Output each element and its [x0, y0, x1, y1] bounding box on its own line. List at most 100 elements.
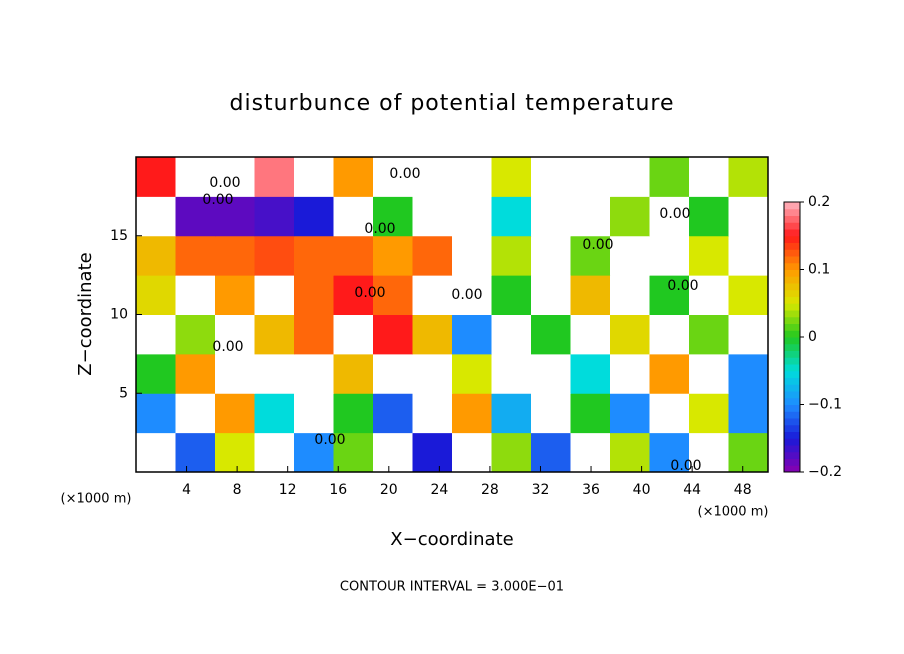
heat-cell	[452, 196, 492, 237]
heat-cell	[728, 235, 769, 276]
heat-cell	[531, 393, 571, 434]
colorbar-swatch	[784, 215, 800, 223]
heat-cell	[412, 157, 453, 197]
heat-cell	[373, 314, 413, 355]
heat-cell	[531, 314, 571, 355]
heat-cell	[294, 353, 334, 394]
heat-cell	[373, 157, 413, 197]
heat-cell	[254, 353, 295, 394]
heat-cell	[491, 393, 532, 434]
heat-cell	[175, 432, 216, 473]
x-tick-label: 32	[532, 482, 550, 498]
heat-cell	[689, 393, 729, 434]
heat-cell	[412, 314, 453, 355]
heat-cell	[570, 432, 611, 473]
colorbar-swatch	[784, 404, 800, 412]
heat-cell	[215, 432, 255, 473]
heat-cell	[531, 157, 571, 197]
heat-cell	[531, 235, 571, 276]
x-unit-right: (×1000 m)	[698, 505, 769, 520]
colorbar-swatch	[784, 438, 800, 446]
colorbar-swatch	[784, 229, 800, 237]
heat-cell	[689, 235, 729, 276]
colorbar-swatch	[784, 364, 800, 372]
heat-cell	[175, 196, 216, 237]
heat-cell	[649, 235, 690, 276]
colorbar-swatch	[784, 262, 800, 270]
x-tick-label: 8	[233, 482, 242, 498]
heat-cell	[254, 196, 295, 237]
heat-cell	[215, 235, 255, 276]
x-tick-label: 28	[481, 482, 499, 498]
x-axis-label: X−coordinate	[390, 529, 513, 550]
colorbar-swatch	[784, 343, 800, 351]
x-tick-label: 16	[329, 482, 347, 498]
heat-cell	[373, 196, 413, 237]
colorbar-swatch	[784, 303, 800, 311]
contour-label: 0.00	[667, 278, 698, 294]
heat-cell	[570, 196, 611, 237]
heat-cell	[452, 235, 492, 276]
heat-cell	[333, 393, 374, 434]
heat-cell	[333, 235, 374, 276]
colorbar-swatch	[784, 310, 800, 318]
heat-cell	[412, 353, 453, 394]
heat-cell	[452, 157, 492, 197]
heat-cell	[373, 353, 413, 394]
heat-cell	[215, 393, 255, 434]
heat-cell	[491, 275, 532, 315]
heat-cell	[610, 157, 650, 197]
colorbar-swatch	[784, 445, 800, 453]
heat-cell	[649, 275, 690, 315]
heat-cell	[333, 157, 374, 197]
heat-cell	[570, 235, 611, 276]
heat-cell	[689, 275, 729, 315]
colorbar-swatch	[784, 208, 800, 216]
heat-cell	[491, 235, 532, 276]
heat-cell	[412, 393, 453, 434]
heat-cell	[610, 196, 650, 237]
colorbar-swatch	[784, 357, 800, 365]
heat-cell	[254, 314, 295, 355]
colorbar-tick-label: 0	[808, 329, 817, 345]
contour-label: 0.00	[451, 287, 482, 303]
heat-cell	[610, 235, 650, 276]
heat-cell	[689, 432, 729, 473]
colorbar-swatch	[784, 276, 800, 284]
colorbar-swatch	[784, 337, 800, 345]
colorbar-swatch	[784, 235, 800, 243]
heat-cell	[728, 196, 769, 237]
heat-cell	[294, 275, 334, 315]
contour-label: 0.00	[209, 175, 240, 191]
heat-cell	[610, 275, 650, 315]
x-tick-label: 4	[182, 482, 191, 498]
heat-cell	[136, 275, 176, 315]
heat-cell	[570, 275, 611, 315]
colorbar-swatch	[784, 411, 800, 419]
x-tick-label: 40	[633, 482, 651, 498]
heat-cell	[649, 432, 690, 473]
heat-cell	[452, 314, 492, 355]
colorbar-tick-label: 0.1	[808, 262, 830, 278]
contour-label: 0.00	[314, 432, 345, 448]
colorbar-swatch	[784, 391, 800, 399]
heat-cell	[689, 196, 729, 237]
colorbar-swatch	[784, 465, 800, 473]
colorbar-swatch	[784, 418, 800, 426]
heat-cell	[136, 393, 176, 434]
colorbar-swatch	[784, 397, 800, 405]
heat-cell	[254, 393, 295, 434]
heat-cell	[175, 157, 216, 197]
heat-cell	[570, 353, 611, 394]
heat-cell	[491, 314, 532, 355]
heat-cell	[294, 314, 334, 355]
heat-cell	[412, 196, 453, 237]
heat-cell	[175, 314, 216, 355]
heat-cell	[649, 157, 690, 197]
heat-cell	[689, 314, 729, 355]
colorbar-swatch	[784, 330, 800, 338]
x-tick-label: 20	[380, 482, 398, 498]
colorbar-swatch	[784, 377, 800, 385]
heat-cell	[175, 393, 216, 434]
heat-cell	[570, 314, 611, 355]
